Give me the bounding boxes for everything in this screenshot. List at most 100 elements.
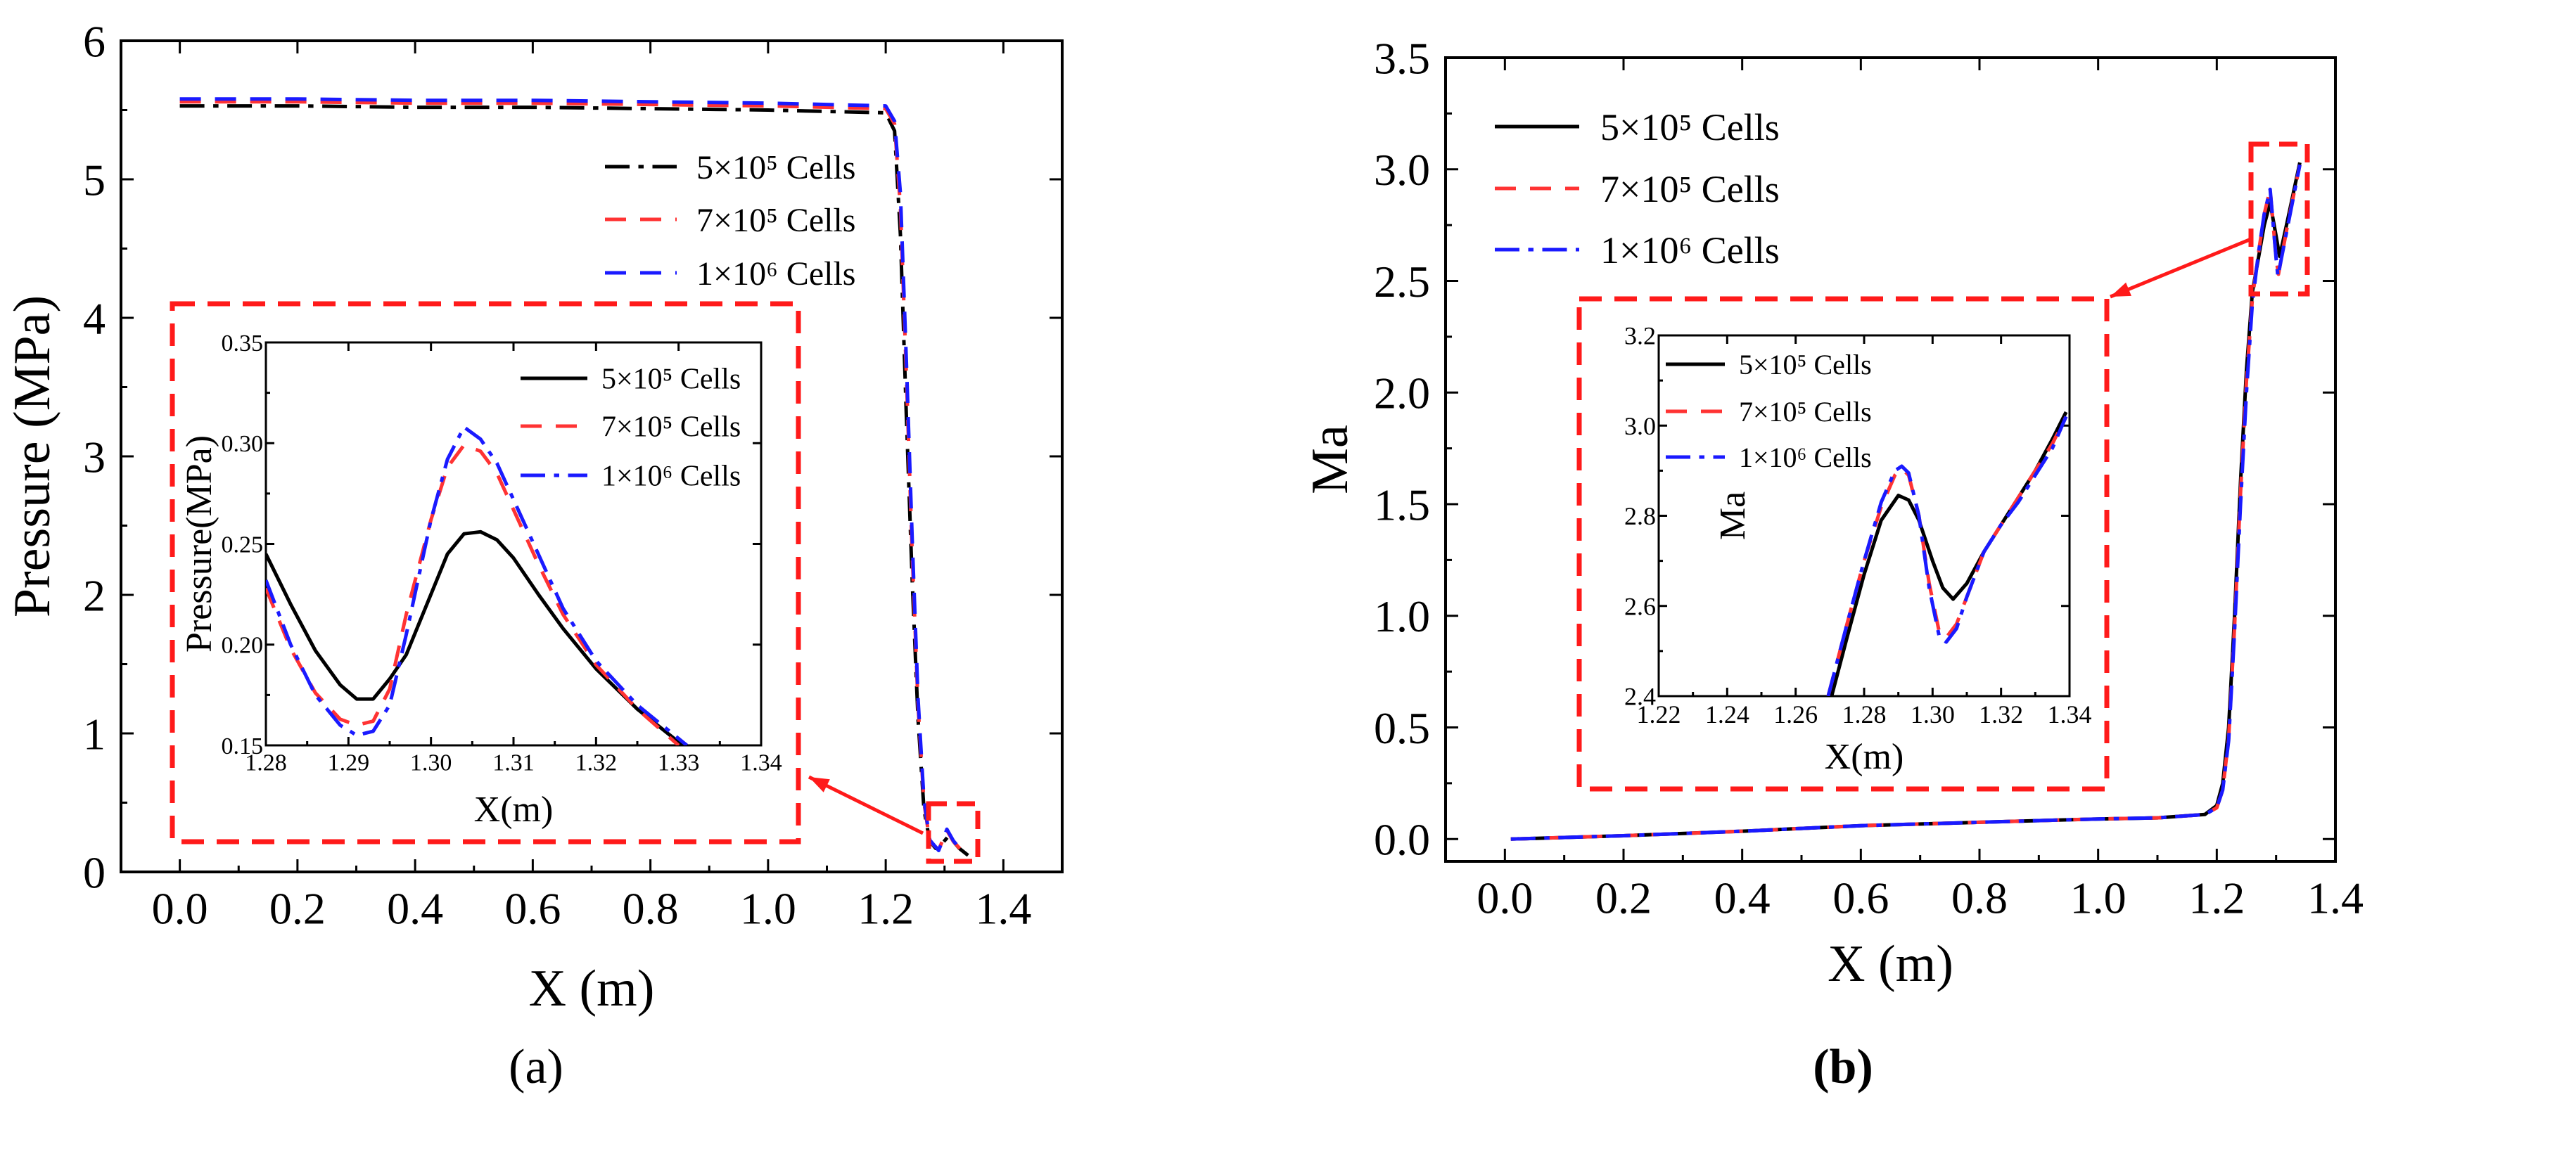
x-tick-label: 1.29	[328, 750, 370, 776]
zoom-region-box	[926, 801, 981, 864]
x-tick-label: 1.0	[2070, 873, 2127, 923]
x-tick-label: 0.0	[152, 884, 208, 934]
x-tick-label: 0.6	[1832, 873, 1889, 923]
y-tick-label: 1.0	[1374, 591, 1430, 641]
series-line-1	[266, 529, 684, 745]
inset-highlight-box	[1576, 296, 2110, 792]
y-tick-label: 0.5	[1374, 703, 1430, 753]
x-axis-title: X(m)	[1825, 737, 1904, 777]
legend-label-2: 7×10⁵ Cells	[1600, 168, 1780, 210]
y-tick-label: 2.8	[1624, 502, 1656, 530]
x-tick-label: 1.34	[2048, 700, 2092, 728]
panel-b: 0.0 0.2 0.4 0.6 0.8 1.0 1.2 1.4 0.0 0.5 1.0 1.5 2.0 2…	[1301, 33, 2364, 1094]
x-tick-label: 1.34	[740, 750, 782, 776]
y-tick-label: 3.0	[1374, 145, 1430, 195]
series-line-3	[1826, 416, 2068, 696]
y-tick-label: 0.0	[1374, 815, 1430, 865]
y-tick-label: 2.0	[1374, 368, 1430, 418]
series-line-1	[1830, 411, 2068, 696]
x-tick-label: 1.33	[658, 750, 700, 776]
x-tick-label: 1.24	[1705, 700, 1749, 728]
x-tick-label: 1.30	[1911, 700, 1955, 728]
x-tick-label: 0.8	[1951, 873, 2008, 923]
y-tick-label: 1	[83, 709, 106, 759]
series-line-2	[266, 443, 680, 745]
x-tick-label: 0.6	[504, 884, 561, 934]
y-axis-title: Ma	[1301, 425, 1359, 494]
y-tick-label: 3.0	[1624, 412, 1656, 440]
panel-label: (b)	[1813, 1040, 1873, 1094]
y-tick-label: 0.15	[222, 733, 264, 759]
x-tick-label: 0.4	[387, 884, 443, 934]
inset-plot-frame	[264, 341, 763, 747]
x-tick-label: 1.31	[492, 750, 535, 776]
x-tick-label: 1.30	[410, 750, 452, 776]
y-tick-label: 3	[83, 432, 106, 482]
y-tick-label: 3.2	[1624, 322, 1656, 350]
x-tick-label: 1.32	[575, 750, 618, 776]
series-line-3	[179, 97, 964, 853]
y-tick-label: 0.35	[222, 330, 264, 357]
series-line-3	[266, 425, 688, 745]
x-tick-label: 1.22	[1637, 700, 1681, 728]
inset-chart: 1.28 1.29 1.30 1.31 1.32 1.33 1.34 0.15 0.20 0.25…	[179, 330, 782, 830]
y-axis-title: Ma	[1713, 492, 1753, 540]
y-tick-label: 0.30	[222, 431, 264, 457]
y-tick-label: 5	[83, 155, 106, 205]
inset-highlight-box	[170, 301, 801, 844]
x-tick-label: 1.26	[1773, 700, 1818, 728]
legend-label-3: 1×10⁶ Cells	[601, 461, 741, 493]
y-tick-label: 2.5	[1374, 257, 1430, 307]
x-tick-label: 0.2	[269, 884, 326, 934]
y-tick-label: 4	[83, 293, 106, 343]
panel-label: (a)	[509, 1040, 563, 1094]
panel-a: 0.0 0.2 0.4 0.6 0.8 1.0 1.2 1.4 0 1 2 3 4 5 6 X (m) Pres…	[4, 16, 1064, 1094]
x-axis-title: X (m)	[1828, 935, 1953, 993]
zoom-region-box	[2248, 141, 2310, 297]
x-tick-label: 0.0	[1477, 873, 1533, 923]
legend-label-2: 7×10⁵ Cells	[696, 202, 855, 239]
y-tick-label: 6	[83, 16, 106, 66]
y-tick-label: 0.25	[222, 532, 264, 558]
x-tick-label: 0.8	[623, 884, 679, 934]
x-tick-label: 0.4	[1714, 873, 1771, 923]
inset-chart: 1.22 1.24 1.26 1.28 1.30 1.32 1.34 2.4 2.6 2.8 3.0…	[1624, 322, 2092, 777]
series-line-3	[1510, 164, 2302, 841]
y-tick-label: 0	[83, 847, 106, 897]
x-tick-label: 1.0	[740, 884, 796, 934]
y-tick-label: 2.4	[1624, 683, 1656, 711]
legend-label-2: 7×10⁵ Cells	[601, 411, 741, 444]
legend-label-1: 5×10⁵ Cells	[601, 364, 741, 396]
legend-label-3: 1×10⁶ Cells	[1600, 229, 1780, 271]
x-tick-label: 1.4	[975, 884, 1031, 934]
inset-plot-frame	[1657, 334, 2071, 698]
x-tick-label: 1.28	[1842, 700, 1887, 728]
y-tick-label: 0.20	[222, 633, 264, 659]
zoom-arrow-head	[809, 777, 830, 792]
y-axis-title: Pressure(MPa)	[179, 435, 219, 653]
y-tick-label: 3.5	[1374, 33, 1430, 83]
zoom-arrow-head	[2110, 282, 2131, 297]
x-axis-title: X (m)	[529, 960, 655, 1017]
y-tick-label: 2.6	[1624, 592, 1656, 620]
legend-label-1: 5×10⁵ Cells	[696, 149, 855, 186]
legend-label-2: 7×10⁵ Cells	[1739, 396, 1872, 428]
legend-label-3: 1×10⁶ Cells	[696, 255, 855, 293]
zoom-arrow	[808, 775, 924, 835]
x-tick-label: 1.2	[857, 884, 914, 934]
zoom-arrow	[2110, 237, 2252, 299]
x-tick-label: 1.2	[2188, 873, 2245, 923]
x-tick-label: 1.28	[245, 750, 287, 776]
x-axis-title: X(m)	[474, 790, 554, 830]
y-axis-title: Pressure (MPa)	[4, 295, 61, 617]
x-tick-label: 1.4	[2307, 873, 2364, 923]
y-tick-label: 2	[83, 570, 106, 620]
legend-label-3: 1×10⁶ Cells	[1739, 442, 1872, 473]
y-tick-label: 1.5	[1374, 480, 1430, 529]
x-tick-label: 0.2	[1595, 873, 1652, 923]
x-tick-label: 1.32	[1979, 700, 2023, 728]
legend-label-1: 5×10⁵ Cells	[1600, 106, 1780, 148]
legend-label-1: 5×10⁵ Cells	[1739, 349, 1872, 380]
